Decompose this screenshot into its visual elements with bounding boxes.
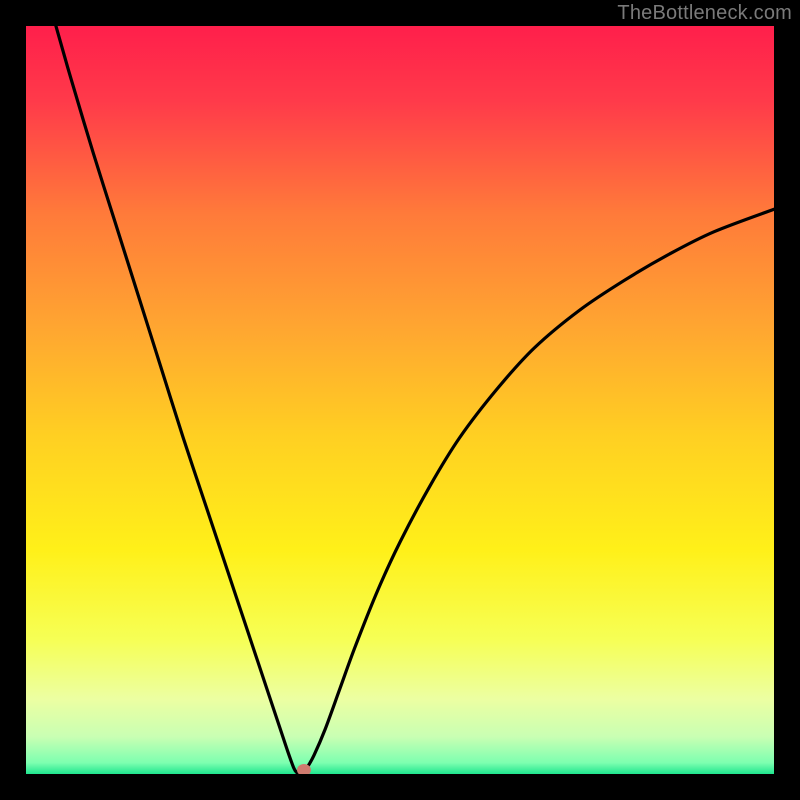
plot-area bbox=[26, 26, 774, 774]
curve-layer bbox=[26, 26, 774, 774]
frame-bottom bbox=[0, 774, 800, 800]
frame-left bbox=[0, 0, 26, 800]
bottleneck-chart: TheBottleneck.com bbox=[0, 0, 800, 800]
optimum-marker bbox=[297, 764, 311, 775]
frame-right bbox=[774, 0, 800, 800]
watermark-text: TheBottleneck.com bbox=[617, 2, 792, 25]
bottleneck-curve bbox=[56, 26, 774, 774]
